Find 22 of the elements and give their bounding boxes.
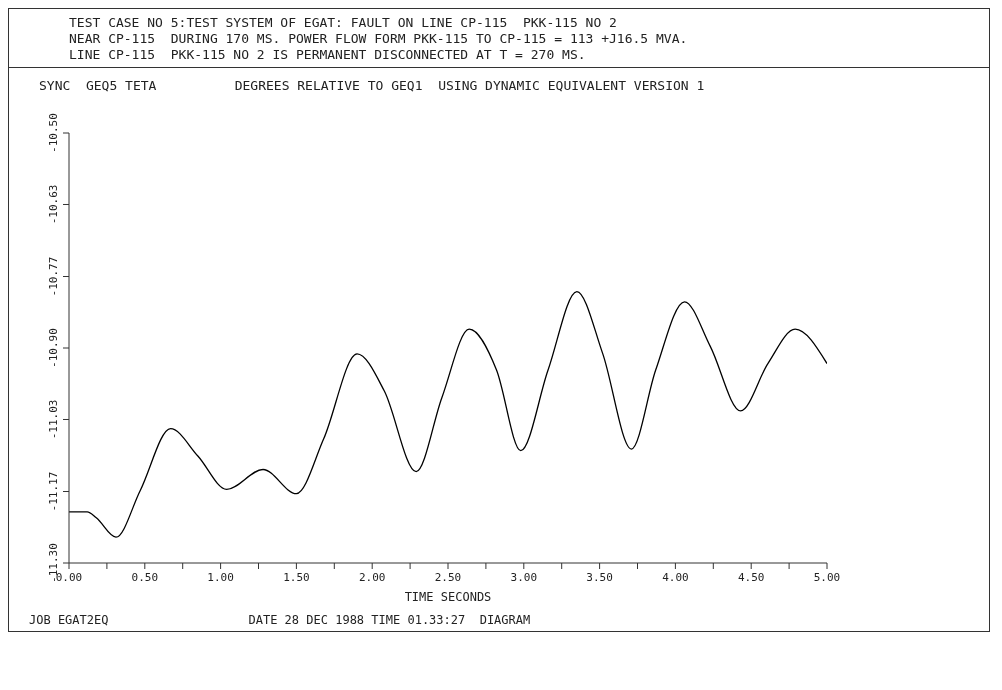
x-tick-label: 2.00: [358, 571, 386, 584]
x-tick-label: 3.00: [510, 571, 538, 584]
y-tick-label: -10.77: [47, 256, 60, 297]
y-tick-label: -10.90: [47, 328, 60, 368]
x-tick-label: 1.00: [207, 571, 234, 584]
line-series: [69, 290, 827, 538]
y-tick-label: -10.63: [47, 184, 60, 225]
x-tick-label: 4.00: [662, 571, 689, 584]
x-tick-label: 3.50: [586, 571, 613, 584]
x-axis-title: TIME SECONDS: [404, 590, 492, 604]
x-tick-label: 4.50: [737, 571, 765, 584]
y-tick-label: -10.50: [47, 113, 60, 153]
y-tick-label: -11.03: [47, 399, 60, 440]
x-tick-label: 0.50: [131, 571, 159, 584]
text: DATE 28 DEC 1988 TIME 01.33:27 DIAGRAM: [248, 613, 531, 627]
x-tick-label: 2.50: [434, 571, 462, 584]
x-tick-label: 5.00: [813, 571, 841, 584]
chart-subtitle: SYNC GEQ5 TETA DEGREES RELATIVE TO GEQ1 USING DYNAMIC EQUIVALENT VERSION 1: [38, 77, 706, 93]
y-tick-label: -11.17: [47, 471, 60, 512]
text: JOB EGAT2EQ: [29, 613, 109, 627]
chart-title: TEST CASE NO 5:TEST SYSTEM OF EGAT: FAULT ON LINE CP-115 PKK-115 NO 2 NEAR CP-115 DURING 170 MS. POWER FLOW FORM PKK-115 TO CP-115 = 113 +J16.5 MVA. LINE CP-115 PKK-115 NO 2 IS PERMANENT DISCONNECTED AT T = 270 MS.: [69, 15, 689, 63]
x-tick-label: 1.50: [283, 571, 310, 584]
